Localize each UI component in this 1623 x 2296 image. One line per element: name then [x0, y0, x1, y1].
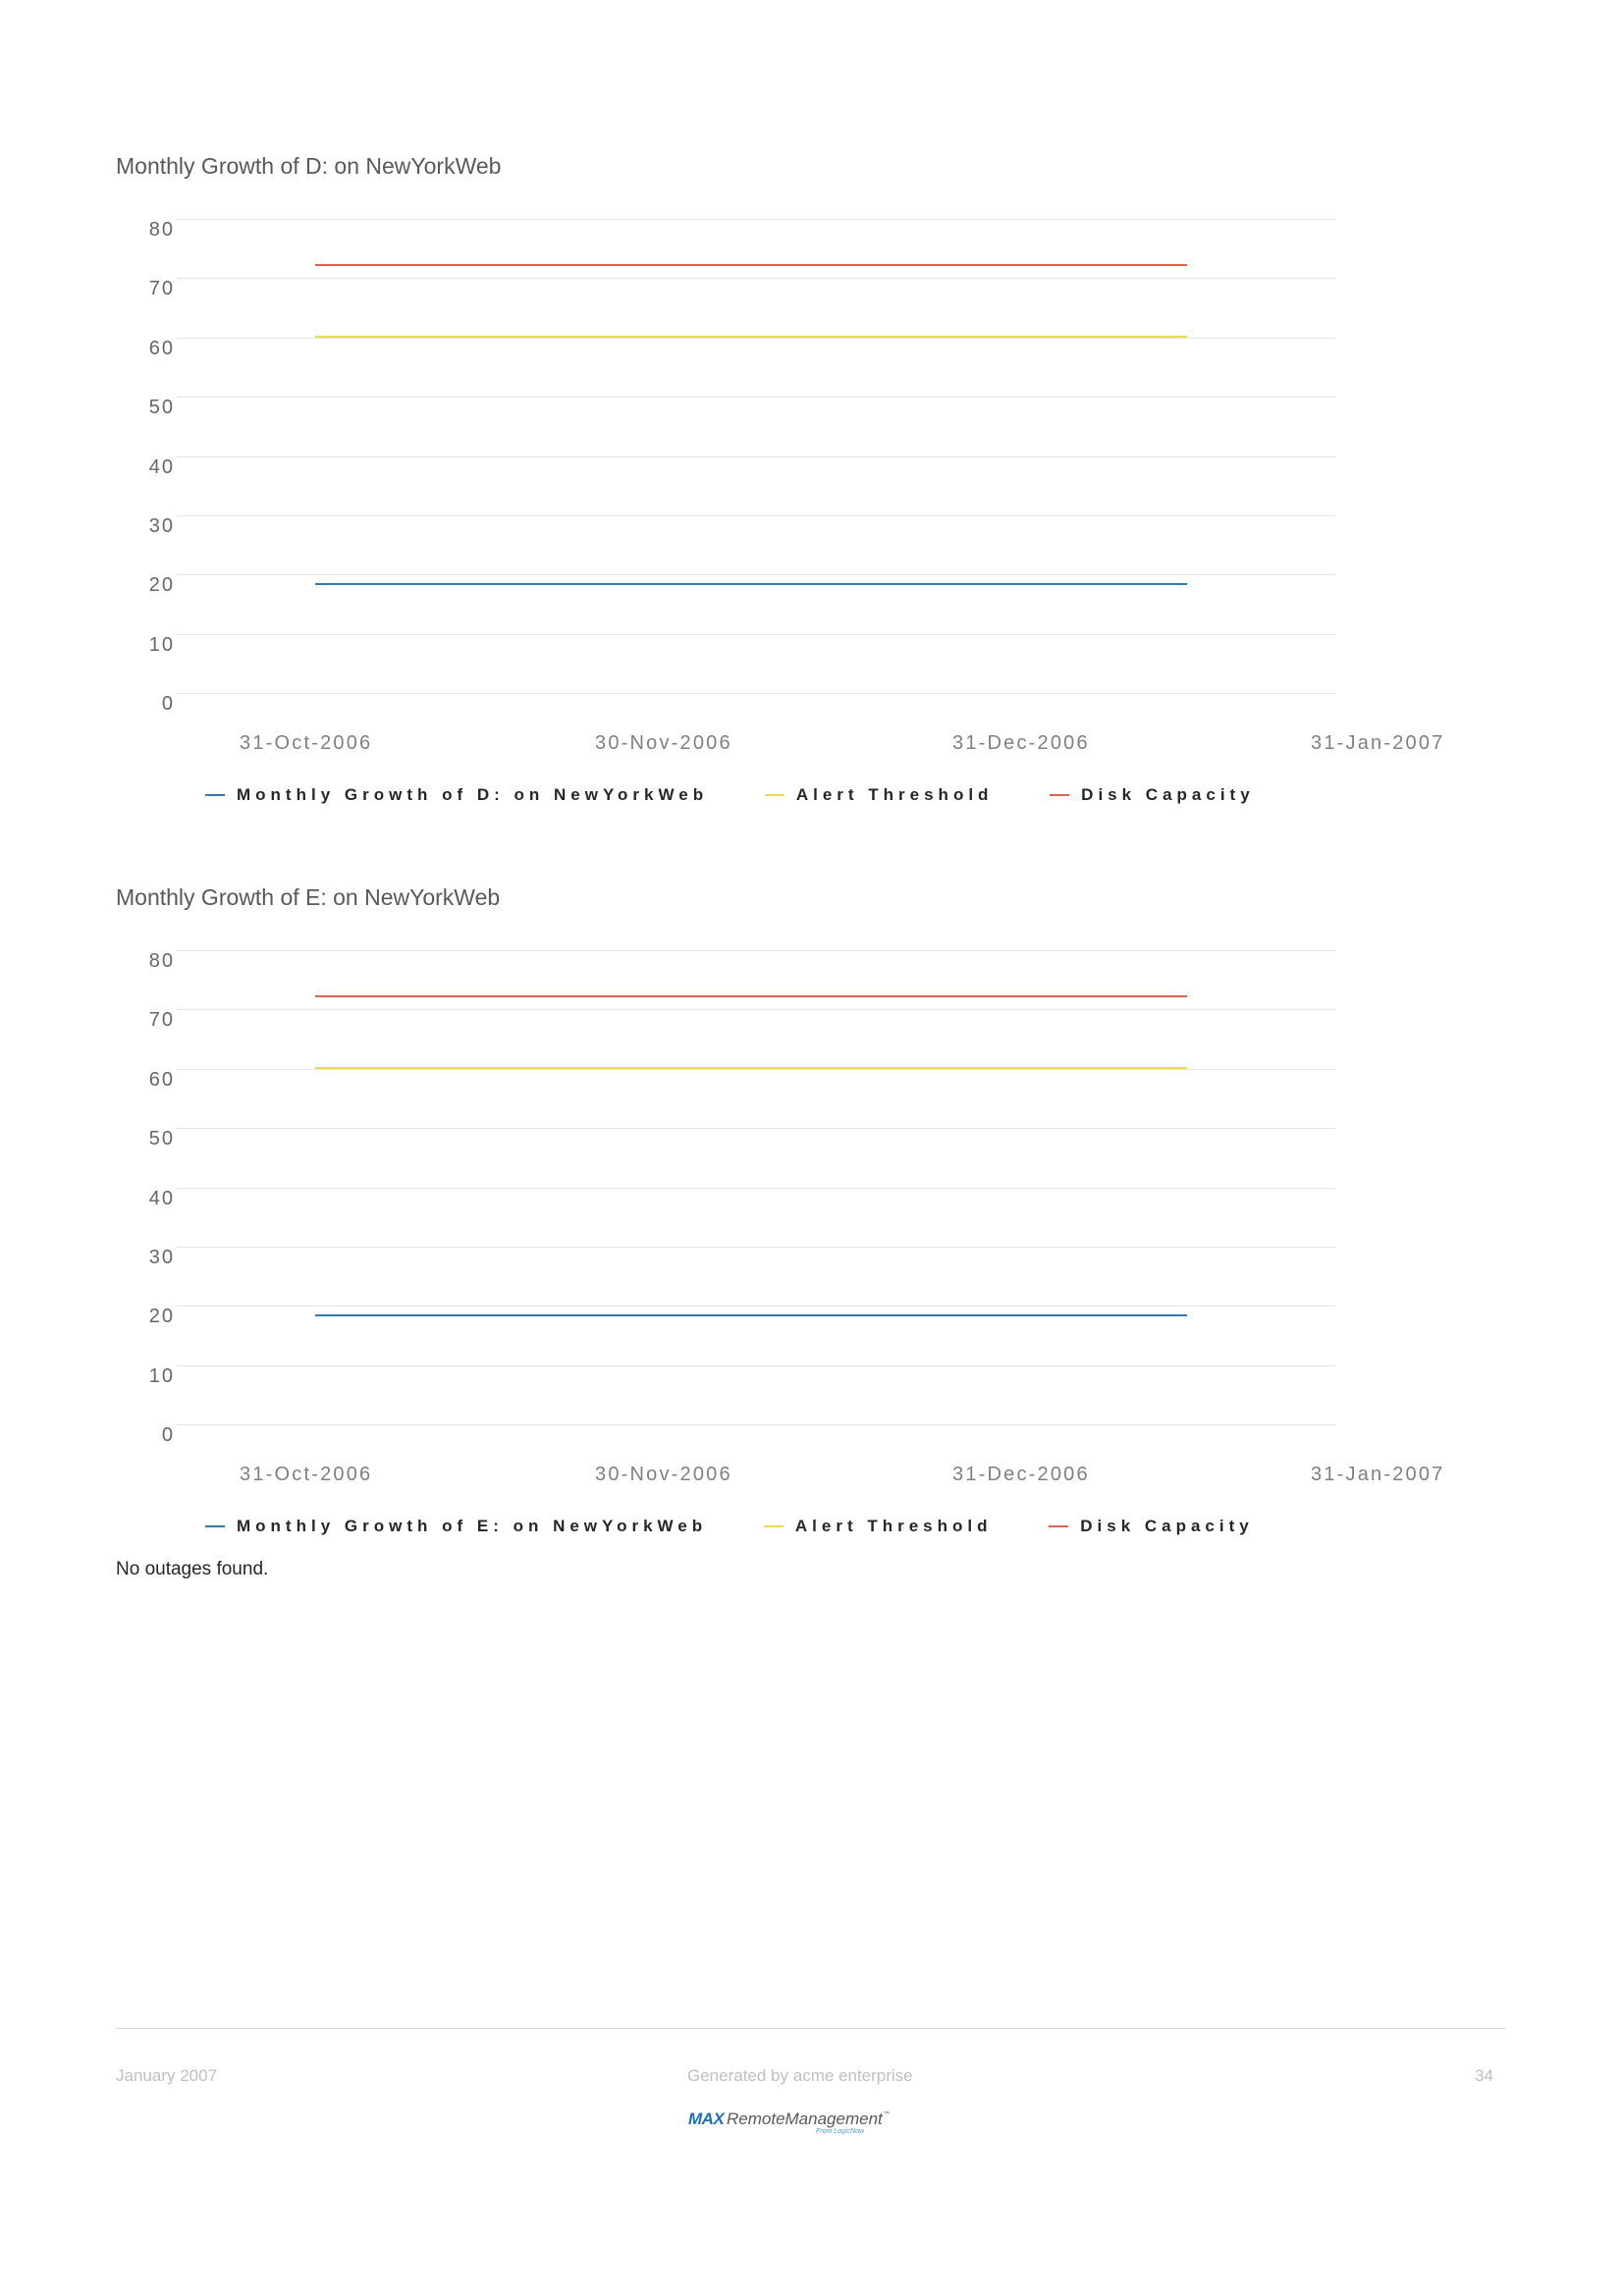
svg-text:™: ™	[884, 2110, 890, 2117]
svg-text:From LogicNow: From LogicNow	[816, 2128, 865, 2135]
svg-text:RemoteManagement: RemoteManagement	[727, 2109, 884, 2128]
svg-text:MAX: MAX	[688, 2109, 726, 2128]
